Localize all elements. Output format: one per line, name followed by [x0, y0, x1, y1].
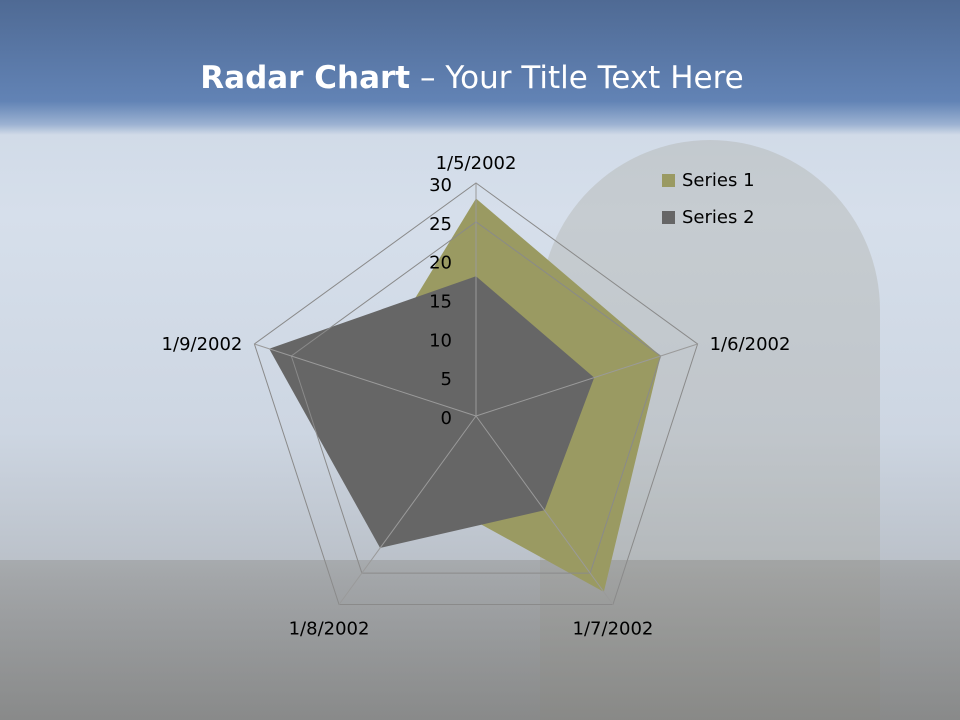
tick-label: 10 — [429, 330, 452, 351]
title-rest: – Your Title Text Here — [410, 60, 744, 96]
slide-title: Radar Chart – Your Title Text Here — [0, 60, 944, 96]
title-bold: Radar Chart — [200, 60, 411, 96]
legend-label: Series 1 — [682, 170, 755, 191]
tick-label: 25 — [429, 214, 452, 235]
category-label: 1/7/2002 — [573, 619, 654, 640]
legend-swatch — [662, 211, 675, 224]
gridline — [290, 221, 662, 574]
background-rooftops — [0, 560, 960, 720]
axis-spoke — [475, 343, 698, 417]
tick-label: 5 — [441, 369, 452, 390]
category-label: 1/8/2002 — [289, 619, 370, 640]
gridline — [253, 182, 699, 606]
tick-label: 15 — [429, 292, 452, 313]
legend-swatch — [662, 174, 675, 187]
tick-label: 0 — [441, 408, 452, 429]
axis-spoke — [254, 343, 477, 417]
tick-label: 20 — [429, 253, 452, 274]
legend: Series 1 Series 2 — [662, 162, 755, 236]
legend-item-series-1: Series 1 — [662, 162, 755, 199]
series-area-2 — [269, 276, 595, 548]
legend-item-series-2: Series 2 — [662, 199, 755, 236]
tick-label: 30 — [429, 175, 452, 196]
legend-label: Series 2 — [682, 207, 755, 228]
category-label: 1/9/2002 — [162, 334, 243, 355]
category-label: 1/5/2002 — [436, 153, 517, 174]
title-bar — [0, 0, 960, 135]
axis-spoke — [475, 415, 614, 605]
axis-spoke — [338, 415, 477, 605]
category-label: 1/6/2002 — [710, 334, 791, 355]
